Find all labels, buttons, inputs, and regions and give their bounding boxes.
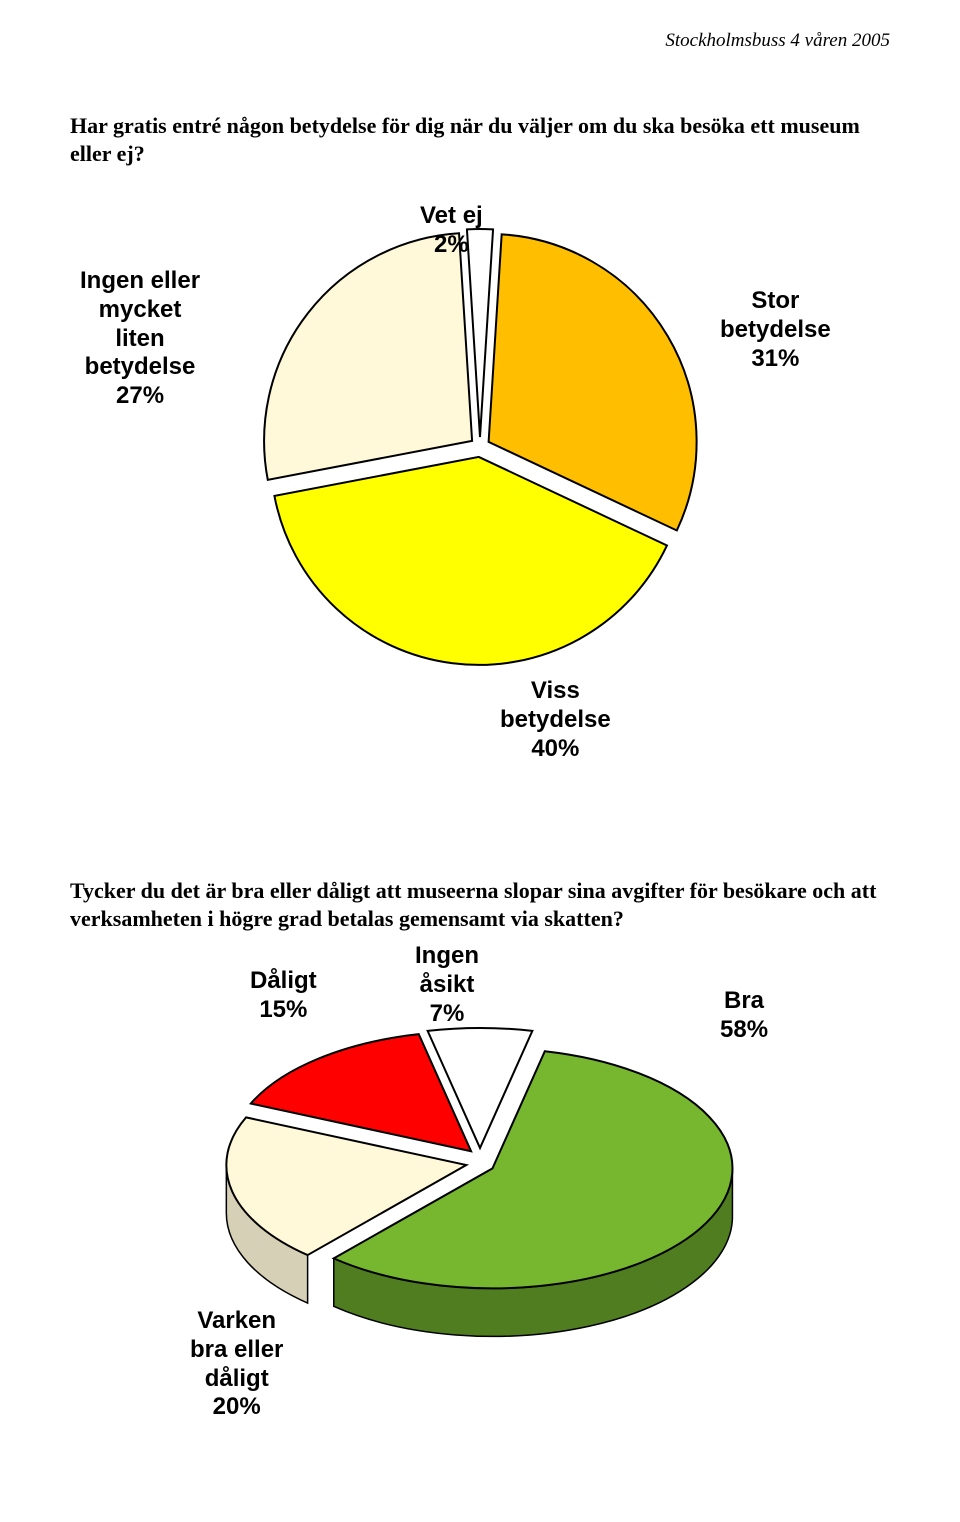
chart-1-container: Ingen ellermycketlitenbetydelse27% Vet ej… (70, 197, 890, 787)
slice-label: Vissbetydelse40% (500, 677, 611, 763)
slice-label: Varkenbra ellerdåligt20% (190, 1307, 283, 1422)
slice-label: Dåligt15% (250, 967, 317, 1025)
page-header: Stockholmsbuss 4 våren 2005 (70, 30, 890, 52)
page: Stockholmsbuss 4 våren 2005 Har gratis e… (0, 0, 960, 1432)
pie-slice (264, 233, 472, 480)
question-2-text: Tycker du det är bra eller dåligt att mu… (70, 877, 890, 932)
slice-label: Ingenåsikt7% (415, 942, 479, 1028)
slice-label: Storbetydelse31% (720, 287, 831, 373)
chart-2-container: Varkenbra ellerdåligt20%Dåligt15%Ingenås… (70, 962, 890, 1432)
slice-label: Vet ej2% (420, 202, 483, 260)
slice-label: Ingen ellermycketlitenbetydelse27% (80, 267, 200, 411)
slice-label: Bra58% (720, 987, 768, 1045)
question-1-text: Har gratis entré någon betydelse för dig… (70, 112, 890, 167)
